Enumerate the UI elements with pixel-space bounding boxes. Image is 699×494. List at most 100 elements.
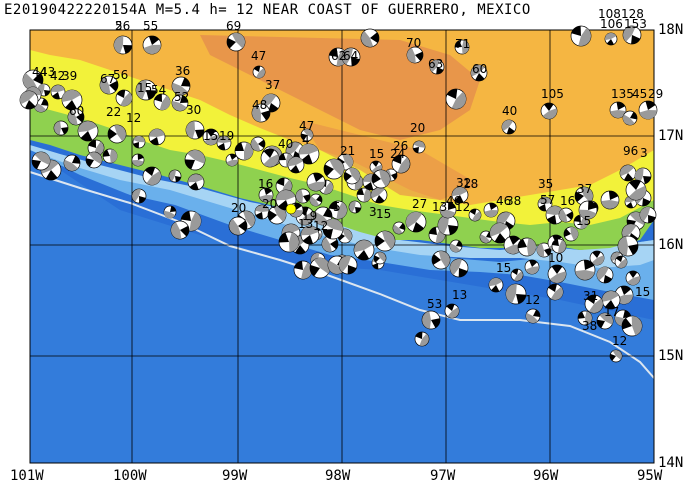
beachball-compression <box>189 212 202 232</box>
beachball-dark <box>603 275 613 284</box>
beachball-compression <box>438 215 450 235</box>
focal-mechanism-icon <box>391 154 411 174</box>
beachball-dark <box>144 166 156 176</box>
focal-mechanism-icon <box>589 250 605 266</box>
focal-mechanism-icon <box>31 151 51 171</box>
beachball-dark <box>626 202 634 208</box>
focal-mechanism-icon <box>625 270 641 286</box>
focal-mechanism-icon <box>545 205 565 225</box>
beachball-compression <box>570 226 579 241</box>
beachball-dark <box>278 153 286 161</box>
event-label: 46 <box>446 194 461 208</box>
beachball-compression <box>171 222 182 240</box>
beachball-dark <box>429 227 437 235</box>
focal-mechanism-icon <box>113 35 133 55</box>
beachball-compression <box>558 239 566 253</box>
event-label: 40 <box>502 104 517 118</box>
focal-mechanism-icon <box>536 242 552 258</box>
focal-mechanism-icon <box>171 94 189 112</box>
event-label: 20 <box>231 201 246 215</box>
beachball-dark <box>415 331 423 339</box>
beachball-dark <box>399 223 406 230</box>
focal-mechanism-icon <box>454 39 470 55</box>
beachball-dark <box>206 129 216 137</box>
beachball-dark <box>261 110 270 121</box>
beachball-dark <box>374 255 380 263</box>
focal-mechanism-icon <box>489 222 511 244</box>
focal-mechanism-icon <box>19 90 39 110</box>
beachball-dark <box>605 300 616 310</box>
beachball-compression <box>429 59 440 73</box>
beachball-compression <box>54 121 61 135</box>
event-label: 22 <box>106 105 121 119</box>
beachball-dark <box>391 172 397 180</box>
focal-mechanism-icon <box>163 205 177 219</box>
beachball-compression <box>281 224 300 234</box>
beachball-dark <box>276 177 285 186</box>
beachball-dark <box>303 194 310 202</box>
beachball-dark <box>577 311 585 319</box>
beachball-dark <box>357 250 370 260</box>
event-label: 48 <box>252 98 267 112</box>
beachball-compression <box>342 229 353 242</box>
beachball-dark <box>217 143 226 151</box>
beachball-dark <box>552 239 559 246</box>
focal-mechanism-icon <box>309 193 323 207</box>
event-label: 55 <box>143 19 158 33</box>
beachball-dark <box>357 188 364 195</box>
lon-label-100w: 100W <box>113 468 147 484</box>
beachball-compression <box>488 277 503 287</box>
event-label: 39 <box>62 69 77 83</box>
focal-mechanism-icon <box>278 231 300 253</box>
focal-mechanism-icon <box>437 214 459 236</box>
focal-mechanism-icon <box>451 186 469 204</box>
event-label: 15 <box>635 285 650 299</box>
beachball-compression <box>256 68 266 79</box>
event-label: 52 <box>174 90 189 104</box>
event-label: 36 <box>175 64 190 78</box>
map-frame <box>29 29 655 464</box>
focal-mechanism-icon <box>609 349 623 363</box>
focal-mechanism-icon <box>170 220 190 240</box>
beachball-dark <box>351 57 360 66</box>
focal-mechanism-icon <box>551 238 567 254</box>
focal-mechanism-icon <box>501 119 517 135</box>
beachball-dark <box>544 103 554 111</box>
beachball-compression <box>620 165 634 177</box>
focal-mechanism-icon <box>142 166 162 186</box>
beachball-dark <box>596 319 605 329</box>
beachball-compression <box>484 210 498 218</box>
beachball-compression <box>255 205 269 212</box>
focal-mechanism-icon <box>614 255 628 269</box>
beachball-compression <box>252 104 261 122</box>
beachball-dark <box>268 210 277 221</box>
focal-mechanism-icon <box>251 103 271 123</box>
beachball-compression <box>185 121 195 139</box>
focal-mechanism-icon <box>184 149 206 171</box>
beachball-dark <box>586 295 597 304</box>
event-label: 64 <box>343 49 358 63</box>
beachball-dark <box>563 228 571 237</box>
beachball-compression <box>313 211 330 226</box>
beachball-compression <box>439 209 456 218</box>
beachball-compression <box>307 181 326 191</box>
focal-mechanism-icon <box>392 221 406 235</box>
focal-mechanism-icon <box>369 160 383 174</box>
beachball-dark <box>571 26 581 36</box>
beachball-dark <box>491 285 500 293</box>
beachball-dark <box>313 173 324 182</box>
focal-mechanism-icon <box>546 283 564 301</box>
beachball-dark <box>347 265 357 275</box>
beachball-compression <box>149 128 165 137</box>
beachball-compression <box>263 154 279 167</box>
beachball-dark <box>181 77 191 87</box>
focal-mechanism-icon <box>153 93 171 111</box>
beachball-compression <box>78 121 97 133</box>
focal-mechanism-icon <box>99 75 119 95</box>
beachball-dark <box>226 38 236 49</box>
event-label: 15 <box>576 214 591 228</box>
beachball-dark <box>448 202 456 210</box>
focal-mechanism-icon <box>639 206 657 224</box>
beachball-compression <box>231 32 246 49</box>
focal-mechanism-icon <box>525 308 541 324</box>
